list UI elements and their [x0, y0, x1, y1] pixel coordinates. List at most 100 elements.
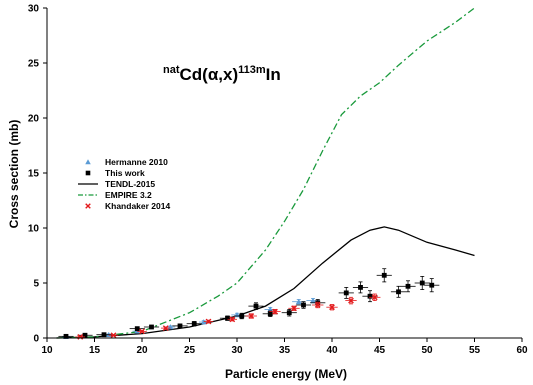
point-this-work [172, 323, 188, 329]
marker-khandaker-2014 [329, 304, 335, 311]
legend-label-empire-3-2: EMPIRE 3.2 [105, 190, 152, 200]
point-this-work [362, 290, 378, 303]
marker-this-work [134, 326, 140, 332]
marker-this-work [419, 280, 425, 286]
marker-legend-khandaker-2014 [85, 203, 91, 209]
x-tick-label: 50 [421, 345, 433, 356]
marker-this-work [396, 289, 401, 295]
tick-labels: 10 15 20 25 30 35 40 45 50 55 60 0 5 10 15 20 25 30 [28, 4, 528, 357]
legend-item-hermanne-2010: Hermanne 2010 [85, 157, 168, 167]
point-khandaker-2014 [345, 296, 357, 305]
marker-this-work [239, 313, 245, 319]
marker-khandaker-2014-stroke-b [205, 318, 212, 325]
title-sup-nat: nat [163, 64, 180, 76]
marker-this-work [381, 272, 387, 278]
marker-this-work [191, 321, 197, 327]
marker-this-work [101, 332, 107, 338]
y-tick-label: 30 [28, 4, 40, 15]
curve-empire-3-2 [56, 7, 475, 339]
marker-this-work [82, 332, 88, 338]
marker-hermanne-2010 [295, 298, 302, 305]
marker-khandaker-2014 [205, 318, 212, 325]
point-khandaker-2014 [369, 293, 381, 302]
point-this-work [424, 278, 440, 293]
marker-legend-this-work [85, 170, 91, 176]
marker-khandaker-2014-stroke-b [162, 325, 169, 331]
marker-khandaker-2014 [139, 328, 145, 335]
marker-khandaker-2014 [110, 332, 117, 339]
y-axis-label: Cross section (mb) [7, 120, 21, 229]
point-this-work [143, 324, 160, 330]
marker-khandaker-2014-stroke-b [314, 302, 321, 308]
marker-this-work [149, 324, 154, 330]
marker-this-work [267, 311, 273, 317]
x-tick-label: 35 [279, 345, 291, 356]
x-tick-label: 10 [41, 345, 53, 356]
point-khandaker-2014 [137, 328, 147, 335]
marker-khandaker-2014 [248, 313, 255, 319]
x-tick-label: 20 [136, 345, 148, 356]
marker-this-work [343, 290, 349, 296]
point-khandaker-2014 [108, 332, 119, 339]
legend-item-this-work: This work [85, 168, 145, 178]
curve-tendl-2015 [56, 226, 475, 339]
point-khandaker-2014 [269, 308, 281, 315]
y-tick-label: 10 [28, 224, 40, 235]
point-this-work [129, 326, 145, 332]
title-sup-113m: 113m [238, 64, 266, 76]
legend-label-tendl-2015: TENDL-2015 [105, 179, 155, 189]
marker-khandaker-2014 [272, 308, 278, 315]
marker-khandaker-2014-stroke-b [371, 294, 378, 301]
x-tick-label: 55 [469, 345, 481, 356]
point-this-work [248, 302, 264, 310]
y-tick-label: 0 [33, 334, 39, 345]
marker-this-work [177, 323, 183, 329]
legend-item-tendl-2015: TENDL-2015 [78, 179, 155, 189]
marker-khandaker-2014 [162, 325, 169, 331]
model-curves [56, 7, 475, 339]
point-this-work [352, 281, 369, 294]
point-this-work [77, 332, 93, 338]
point-khandaker-2014 [203, 318, 214, 325]
point-khandaker-2014 [227, 316, 237, 323]
marker-khandaker-2014 [314, 302, 321, 308]
marker-khandaker-2014-stroke-b [248, 313, 255, 319]
point-this-work [58, 333, 74, 339]
marker-khandaker-2014 [229, 316, 236, 323]
x-tick-label: 45 [374, 345, 386, 356]
marker-khandaker-2014 [371, 294, 378, 301]
y-tick-label: 20 [28, 114, 40, 125]
marker-this-work [253, 303, 259, 309]
legend-label-khandaker-2014: Khandaker 2014 [105, 201, 170, 211]
point-khandaker-2014 [288, 305, 300, 312]
data-markers [58, 268, 440, 340]
title-cd: Cd( [180, 65, 209, 84]
point-khandaker-2014 [245, 313, 257, 319]
marker-legend-hermanne-2010 [85, 159, 91, 165]
marker-khandaker-2014-stroke-b [110, 332, 117, 339]
point-khandaker-2014 [161, 325, 171, 331]
legend-item-khandaker-2014: Khandaker 2014 [85, 201, 170, 211]
marker-this-work [225, 315, 230, 321]
marker-this-work [301, 302, 306, 308]
marker-khandaker-2014-stroke-b [139, 328, 145, 335]
title-alpha: α [208, 65, 219, 84]
title-in: In [266, 65, 281, 84]
marker-khandaker-2014-stroke-b [272, 308, 278, 315]
marker-hermanne-2010 [310, 297, 316, 303]
point-this-work [186, 321, 202, 327]
chart-title: natCd(α,x)113mIn [163, 64, 281, 84]
marker-this-work [405, 283, 411, 289]
point-this-work [295, 301, 312, 309]
x-tick-label: 30 [231, 345, 243, 356]
marker-hermanne-2010 [267, 306, 274, 312]
marker-khandaker-2014 [348, 297, 354, 304]
y-tick-label: 5 [33, 279, 39, 290]
point-this-work [96, 332, 112, 338]
marker-this-work [358, 285, 363, 290]
marker-this-work [367, 293, 373, 299]
x-tick-label: 60 [516, 345, 528, 356]
